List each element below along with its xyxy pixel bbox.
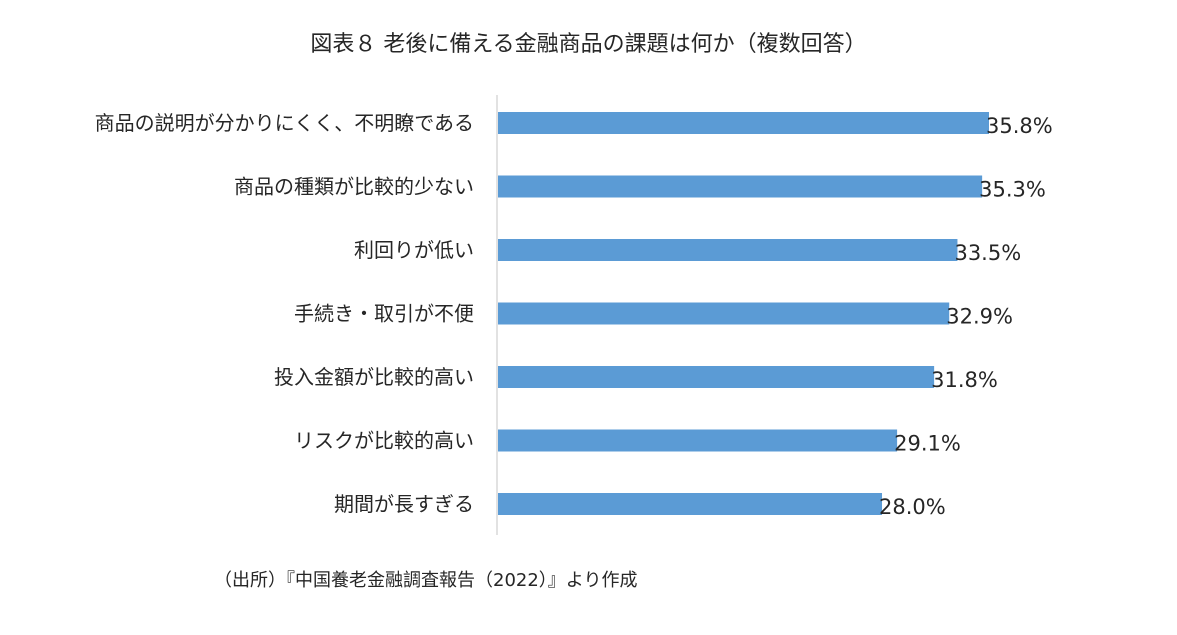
bar [498,493,883,515]
data-label: 35.3% [979,178,1046,202]
data-label: 35.8% [986,114,1053,138]
chart-title: 図表８ 老後に備える金融商品の課題は何か（複数回答） [310,32,867,57]
data-label: 33.5% [954,241,1021,265]
category-label: 投入金額が比較的高い [274,365,474,389]
bar [498,366,935,388]
data-label: 28.0% [879,495,946,519]
bar [498,175,983,198]
category-label: 期間が長すぎる [334,492,474,516]
bar [498,239,958,261]
category-label: 商品の種類が比較的少ない [234,175,474,199]
bar [498,112,989,134]
bar [498,429,898,452]
data-label: 32.9% [946,305,1013,329]
source-note: （出所）『中国養老金融調査報告（2022）』より作成 [214,570,638,591]
plot-area: 商品の説明が分かりにくく、不明瞭である 35.8% 商品の種類が比較的少ない 35.3… [95,95,1053,535]
data-label: 31.8% [931,368,998,392]
bar [498,302,950,325]
category-label: リスクが比較的高い [294,429,474,453]
category-label: 利回りが低い [354,238,474,262]
category-label: 商品の説明が分かりにくく、不明瞭である [95,111,474,135]
data-label: 29.1% [894,432,961,456]
category-label: 手続き・取引が不便 [294,302,474,326]
